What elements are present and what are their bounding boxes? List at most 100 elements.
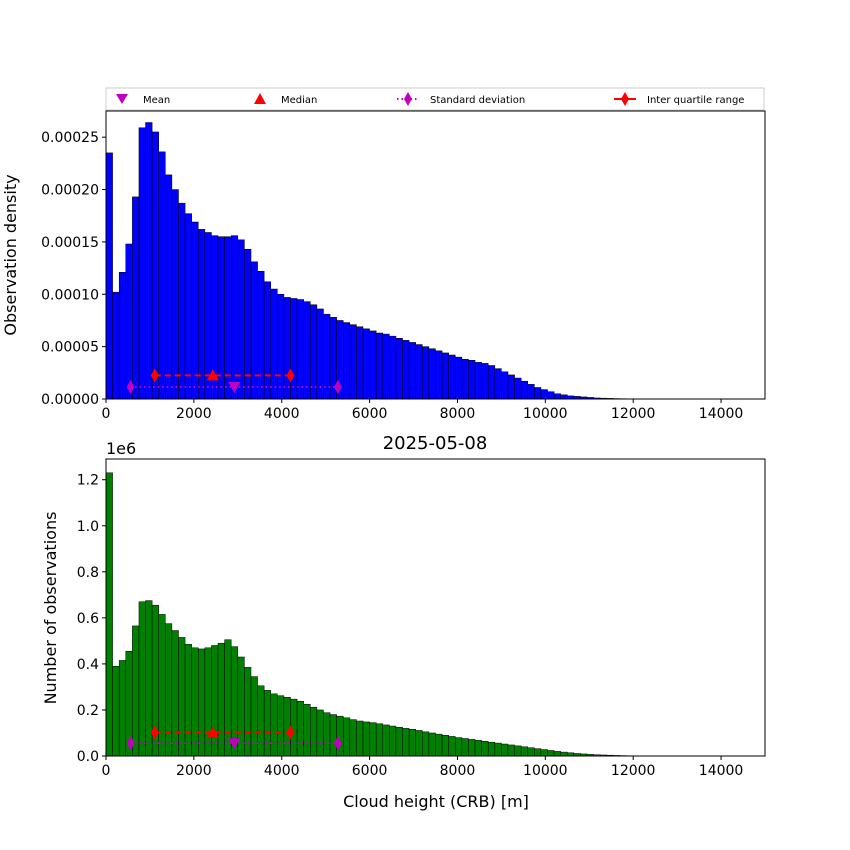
x-tick-label: 12000 <box>611 763 656 779</box>
std-range-marker <box>126 379 135 394</box>
std-range-marker <box>333 379 342 394</box>
iqr-marker <box>150 725 159 740</box>
count-bar <box>250 676 258 757</box>
density-bar <box>198 229 206 400</box>
count-bar <box>303 703 311 757</box>
density-bar <box>468 360 476 400</box>
count-bar <box>382 724 390 757</box>
count-histogram-panel: 2025-05-08 1e6 0 2000 4000 6000 8000 10000 120… <box>41 433 766 811</box>
density-bar <box>428 348 436 400</box>
density-bar <box>395 338 403 400</box>
iqr-marker <box>150 368 159 383</box>
count-bar <box>191 647 199 757</box>
density-bar <box>487 365 496 400</box>
x-tick-label: 6000 <box>352 406 388 422</box>
count-y-axis-label: Number of observations <box>41 512 60 705</box>
count-bar <box>105 472 113 757</box>
count-bar <box>316 709 324 757</box>
y-tick-label: 0.2 <box>77 703 99 719</box>
count-bar <box>540 749 548 757</box>
density-bar <box>191 221 199 400</box>
legend-mean-label: Mean <box>143 95 170 106</box>
density-bar <box>158 151 166 400</box>
density-bar <box>270 288 278 400</box>
density-bar <box>441 352 449 400</box>
count-bar <box>184 644 192 757</box>
density-bar <box>560 394 568 400</box>
density-bar <box>501 371 509 400</box>
density-bar <box>138 127 146 400</box>
count-bar <box>349 719 357 757</box>
y-tick-label: 1.0 <box>77 519 99 535</box>
std-diamond-icon <box>404 92 412 106</box>
count-bars <box>105 472 654 757</box>
count-bar <box>408 729 416 757</box>
count-bar <box>237 656 245 757</box>
count-bar <box>553 751 561 757</box>
count-bar <box>178 637 186 757</box>
legend-median-label: Median <box>281 95 317 106</box>
count-bar <box>342 717 351 757</box>
density-bar <box>118 272 127 400</box>
count-bar <box>395 726 403 757</box>
iqr-marker <box>286 725 295 740</box>
y-tick-label: 0.00000 <box>41 392 99 408</box>
count-bar <box>118 660 127 757</box>
count-bar <box>171 630 179 757</box>
density-bar <box>178 202 186 400</box>
density-bar <box>474 362 482 400</box>
count-axes-frame <box>105 458 766 757</box>
mean-marker <box>228 738 241 750</box>
density-bar <box>303 301 311 400</box>
count-bar <box>336 715 344 757</box>
count-x-ticks: 0 2000 4000 6000 8000 10000 12000 14000 <box>102 756 743 779</box>
x-tick-label: 8000 <box>440 406 476 422</box>
count-bar <box>461 738 469 757</box>
count-bar <box>329 714 337 757</box>
density-bar <box>422 346 430 400</box>
density-bar <box>494 368 502 400</box>
y-tick-label: 0.00025 <box>41 130 99 146</box>
count-bar <box>356 720 364 757</box>
y-tick-label: 0.00005 <box>41 340 99 356</box>
density-bar <box>448 354 456 400</box>
x-tick-label: 10000 <box>523 406 568 422</box>
std-range-marker <box>333 736 342 751</box>
density-bar <box>112 291 120 400</box>
density-bar <box>375 332 384 400</box>
density-bar <box>257 270 265 400</box>
median-marker <box>206 369 219 381</box>
count-bar <box>468 739 476 757</box>
count-bar <box>501 743 509 757</box>
count-bar <box>375 723 384 757</box>
count-bar <box>514 745 522 757</box>
count-bar <box>448 736 456 757</box>
count-stat-markers <box>126 725 342 751</box>
count-bar <box>283 697 291 757</box>
y-tick-label: 0.00010 <box>41 287 99 303</box>
density-bar <box>342 322 351 400</box>
density-bar <box>382 333 390 400</box>
count-bar <box>112 665 120 757</box>
x-tick-label: 10000 <box>523 763 568 779</box>
x-tick-label: 12000 <box>611 406 656 422</box>
density-x-ticks: 0 2000 4000 6000 8000 10000 12000 14000 <box>102 399 743 422</box>
count-bar <box>138 601 146 757</box>
density-bar <box>105 152 113 400</box>
count-bar <box>369 722 377 757</box>
count-bar <box>389 725 397 757</box>
iqr-diamond-icon <box>621 92 629 106</box>
density-stat-markers <box>126 368 342 394</box>
count-bar <box>296 700 304 757</box>
density-bar <box>481 363 489 400</box>
density-bar <box>132 196 140 400</box>
count-bar <box>402 728 410 757</box>
density-bar <box>356 326 364 400</box>
y-tick-label: 0.6 <box>77 611 99 627</box>
density-bar <box>362 328 370 400</box>
count-bar <box>527 747 535 757</box>
density-bar <box>408 342 416 400</box>
density-bar <box>402 340 410 400</box>
count-bar <box>520 746 529 757</box>
density-bar <box>290 298 298 400</box>
